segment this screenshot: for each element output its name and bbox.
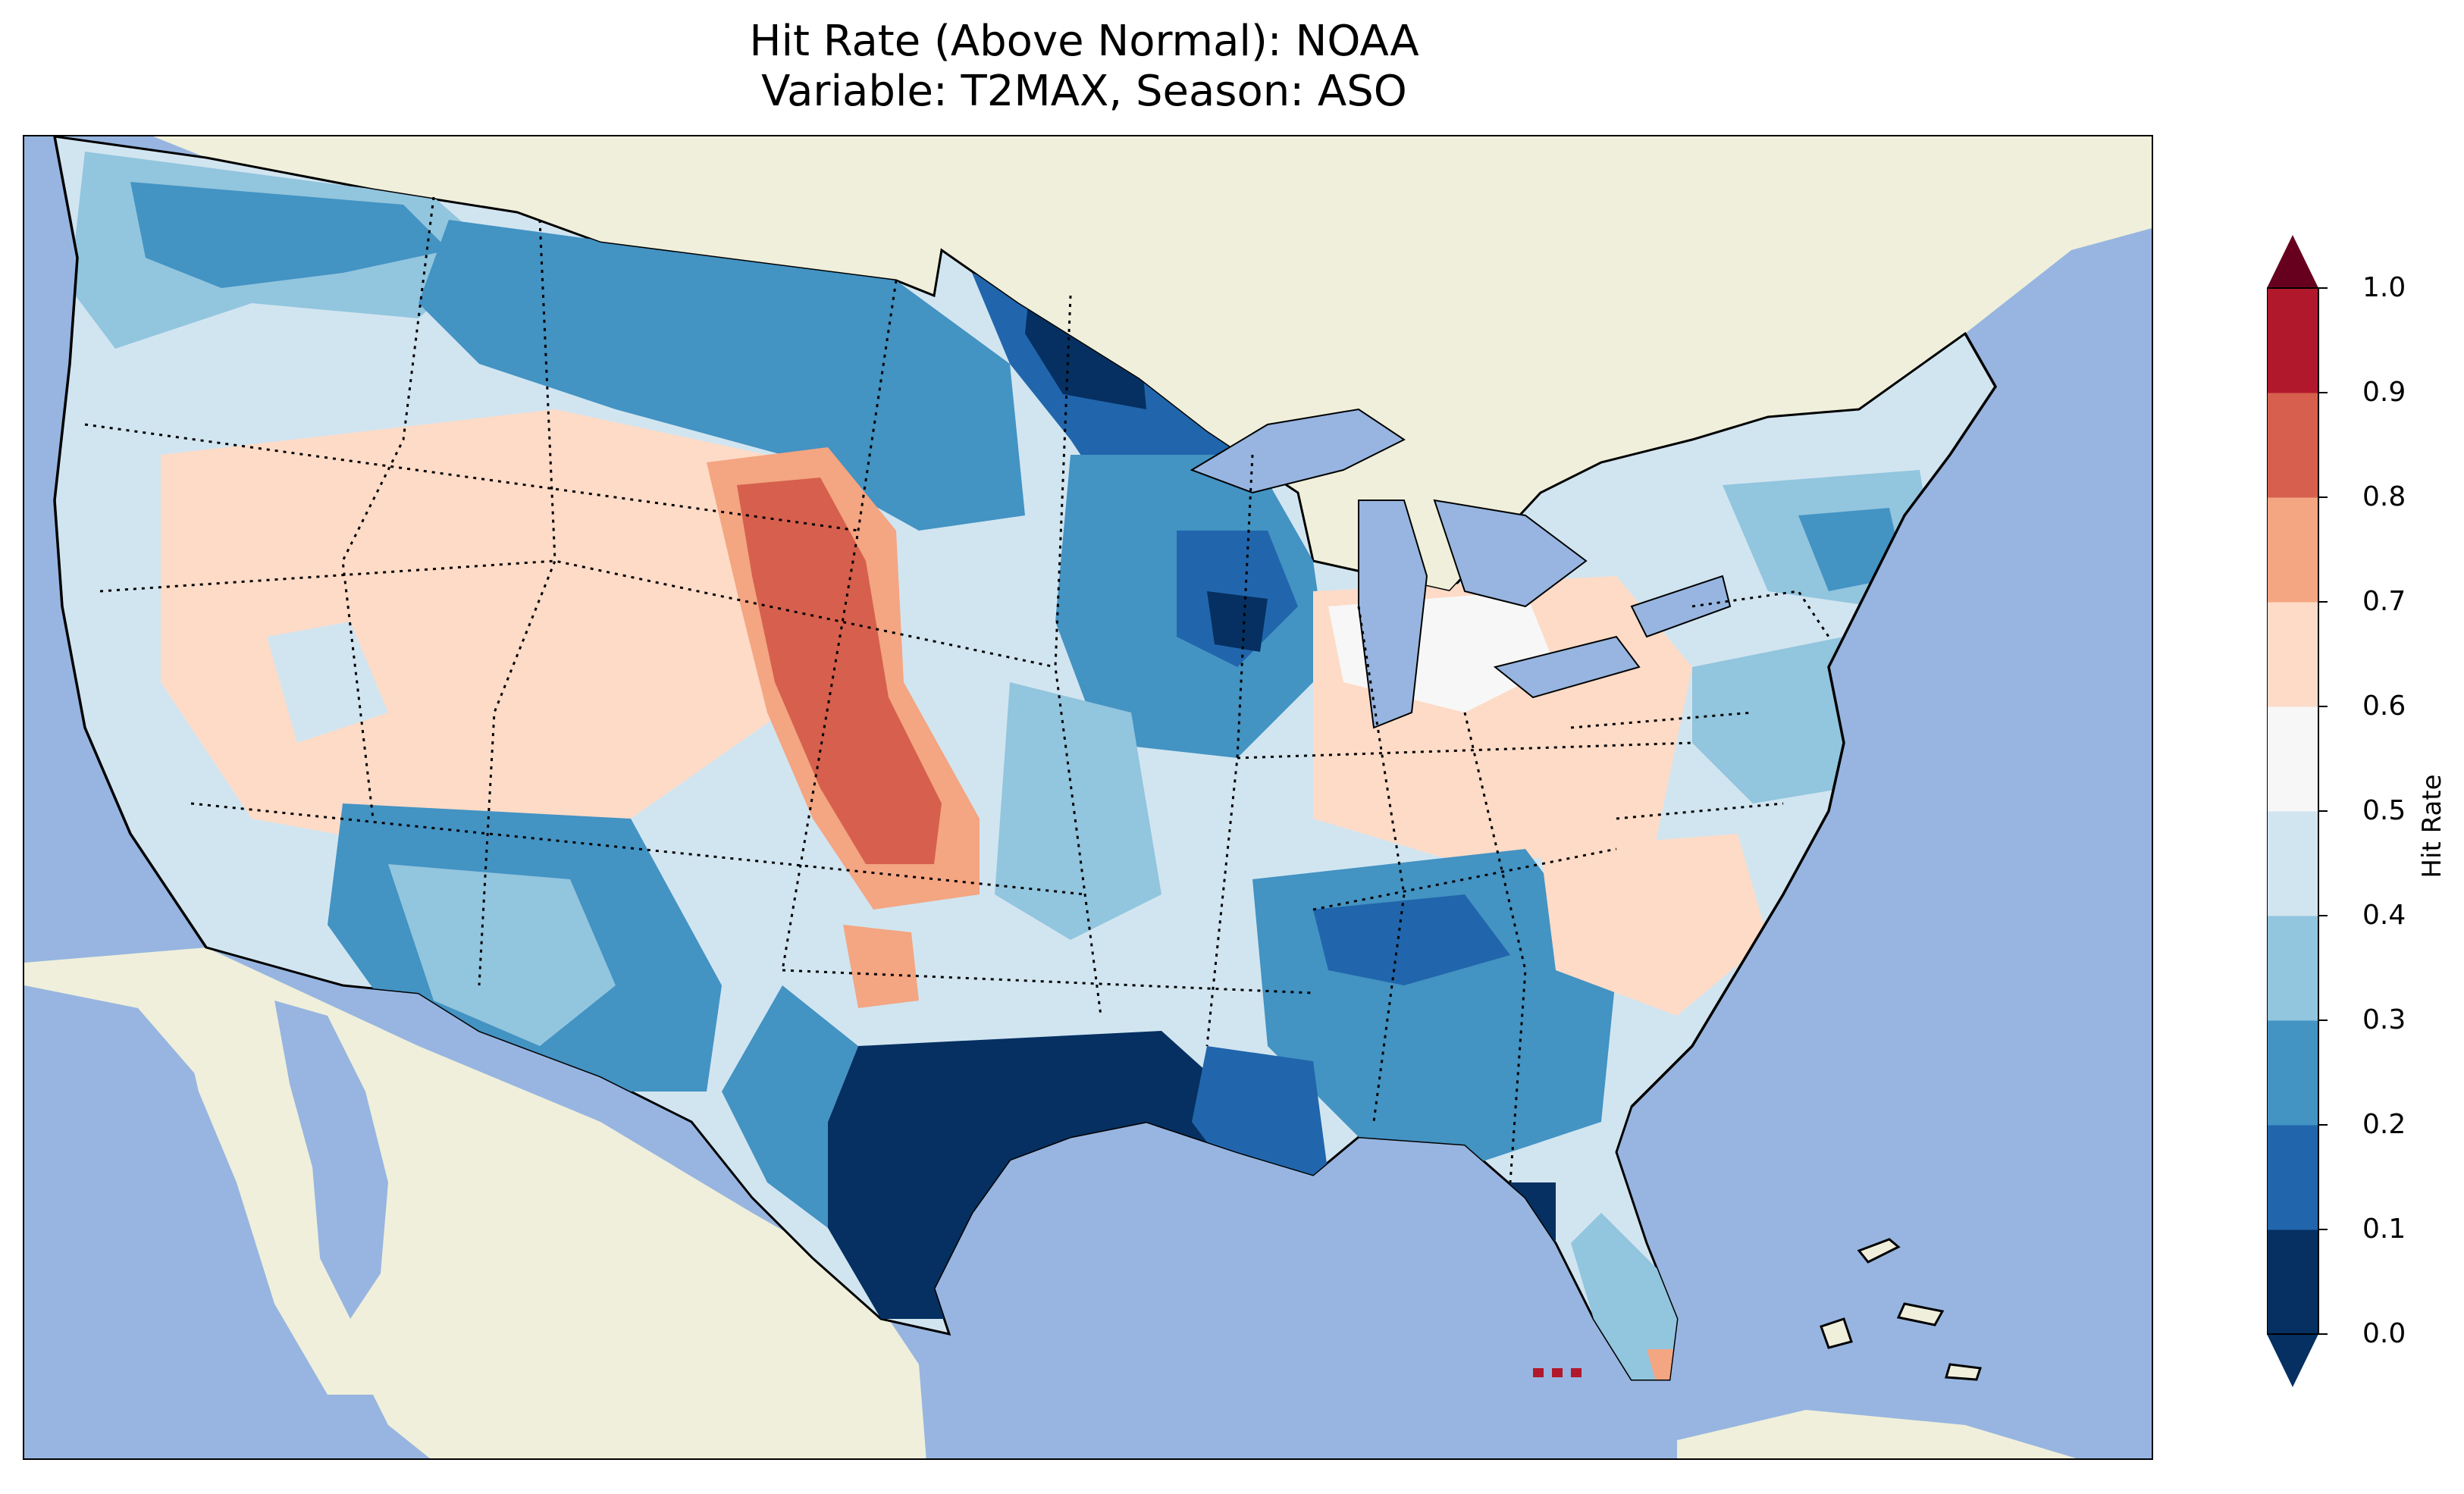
colorbar-label: Hit Rate (2417, 774, 2447, 879)
colorbar-bin (2267, 497, 2318, 603)
hit-rate-map (24, 136, 2152, 1458)
colorbar-tick-label: 0.9 (2362, 377, 2406, 408)
colorbar-extend-top (2267, 235, 2318, 288)
title-line-1: Hit Rate (Above Normal): NOAA (749, 17, 1419, 66)
great-lakes (1190, 408, 1732, 729)
colorbar-tick-label: 0.4 (2362, 900, 2406, 931)
colorbar-tick-label: 0.3 (2362, 1004, 2406, 1035)
colorbar-bin (2267, 706, 2318, 812)
coastlines (53, 136, 1998, 1108)
hit-rate-field (70, 152, 1935, 1380)
plot-title: Hit Rate (Above Normal): NOAA Variable: … (0, 17, 2168, 117)
colorbar-bin (2267, 916, 2318, 1021)
colorbar-tick-label: 0.6 (2362, 691, 2406, 722)
colorbar-svg (2266, 235, 2328, 1387)
map-panel (23, 135, 2153, 1460)
colorbar-tick-label: 0.7 (2362, 586, 2406, 617)
colorbar-bin (2267, 602, 2318, 707)
colorbar-tick-label: 1.0 (2362, 272, 2406, 303)
gulf-of-california (274, 1001, 388, 1319)
colorbar-bin (2267, 1229, 2318, 1335)
colorbar-bin (2267, 1020, 2318, 1126)
keys-markers (1533, 1368, 1582, 1377)
title-line-2: Variable: T2MAX, Season: ASO (761, 67, 1407, 116)
bahamas-islands (1820, 1238, 1983, 1381)
cuba (1677, 1410, 2077, 1458)
colorbar-bin (2267, 811, 2318, 916)
canada-land (153, 136, 2152, 591)
colorbar-extend-bottom (2267, 1334, 2318, 1387)
colorbar-bin (2267, 393, 2318, 498)
colorbar-tick-label: 0.8 (2362, 481, 2406, 512)
colorbar-tick-label: 0.2 (2362, 1109, 2406, 1140)
baja-peninsula (176, 993, 373, 1395)
colorbar-bin (2267, 1125, 2318, 1230)
colorbar-bin (2267, 288, 2318, 393)
state-borders (84, 196, 1830, 1183)
colorbar-tick-label: 0.0 (2362, 1318, 2406, 1349)
colorbar: 0.0 0.1 0.2 0.3 0.4 0.5 0.6 0.7 0.8 0.9 1.0 (2266, 235, 2464, 1387)
colorbar-tick-label: 0.5 (2362, 795, 2406, 826)
colorbar-tick-label: 0.1 (2362, 1214, 2406, 1245)
